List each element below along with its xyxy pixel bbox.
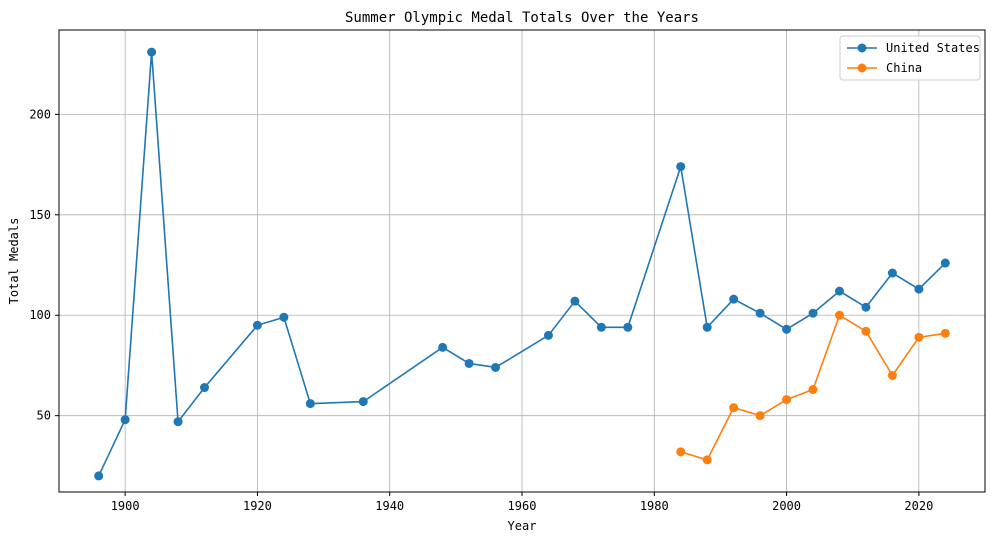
data-point-united-states [596, 322, 606, 332]
x-tick-label: 1940 [375, 499, 404, 513]
legend-label-china: China [886, 61, 922, 75]
y-tick-label: 200 [29, 107, 51, 121]
legend-box [839, 35, 981, 81]
data-point-united-states [676, 162, 686, 172]
data-point-united-states [914, 284, 924, 294]
data-point-united-states [940, 258, 950, 268]
data-point-china [887, 370, 897, 380]
data-point-united-states [782, 324, 792, 334]
x-axis-title: Year [508, 519, 537, 533]
legend-label-united-states: United States [886, 41, 980, 55]
data-point-united-states [623, 322, 633, 332]
data-point-united-states [570, 296, 580, 306]
data-point-united-states [279, 312, 289, 322]
legend: United States China [839, 35, 981, 81]
x-tick-label: 1900 [111, 499, 140, 513]
data-point-china [914, 332, 924, 342]
data-point-united-states [808, 308, 818, 318]
y-tick-label: 50 [37, 409, 51, 423]
data-point-united-states [120, 415, 130, 425]
series-layer [94, 47, 950, 481]
data-point-united-states [438, 342, 448, 352]
data-point-united-states [887, 268, 897, 278]
x-tick-label: 1920 [243, 499, 272, 513]
data-point-china [755, 411, 765, 421]
data-point-united-states [358, 397, 368, 407]
data-point-united-states [543, 330, 553, 340]
data-point-united-states [173, 417, 183, 427]
data-point-united-states [200, 383, 210, 393]
x-tick-label: 1980 [640, 499, 669, 513]
data-point-china [782, 395, 792, 405]
y-axis: 50 100 150 200 [29, 107, 59, 423]
data-point-united-states [147, 47, 157, 57]
y-tick-label: 100 [29, 308, 51, 322]
data-point-china [702, 455, 712, 465]
grid-lines [59, 30, 985, 492]
data-point-united-states [305, 399, 315, 409]
data-point-united-states [94, 471, 104, 481]
x-tick-label: 2000 [772, 499, 801, 513]
data-point-china [808, 385, 818, 395]
x-tick-label: 1960 [508, 499, 537, 513]
x-tick-label: 2020 [904, 499, 933, 513]
data-point-united-states [861, 302, 871, 312]
x-axis: 1900 1920 1940 1960 1980 2000 2020 [111, 492, 933, 513]
legend-marker-china [857, 63, 867, 73]
chart-title: Summer Olympic Medal Totals Over the Yea… [345, 10, 699, 26]
data-point-china [834, 310, 844, 320]
data-point-united-states [252, 320, 262, 330]
y-axis-title: Total Medals [7, 218, 21, 305]
data-point-united-states [755, 308, 765, 318]
data-point-united-states [702, 322, 712, 332]
data-point-china [676, 447, 686, 457]
data-point-china [861, 326, 871, 336]
data-point-china [729, 403, 739, 413]
y-tick-label: 150 [29, 208, 51, 222]
series-united-states [94, 47, 950, 481]
legend-marker-united-states [857, 43, 867, 53]
data-point-united-states [834, 286, 844, 296]
data-point-china [940, 328, 950, 338]
data-point-united-states [464, 358, 474, 368]
data-point-united-states [729, 294, 739, 304]
series-china [676, 310, 950, 465]
data-point-united-states [491, 362, 501, 372]
